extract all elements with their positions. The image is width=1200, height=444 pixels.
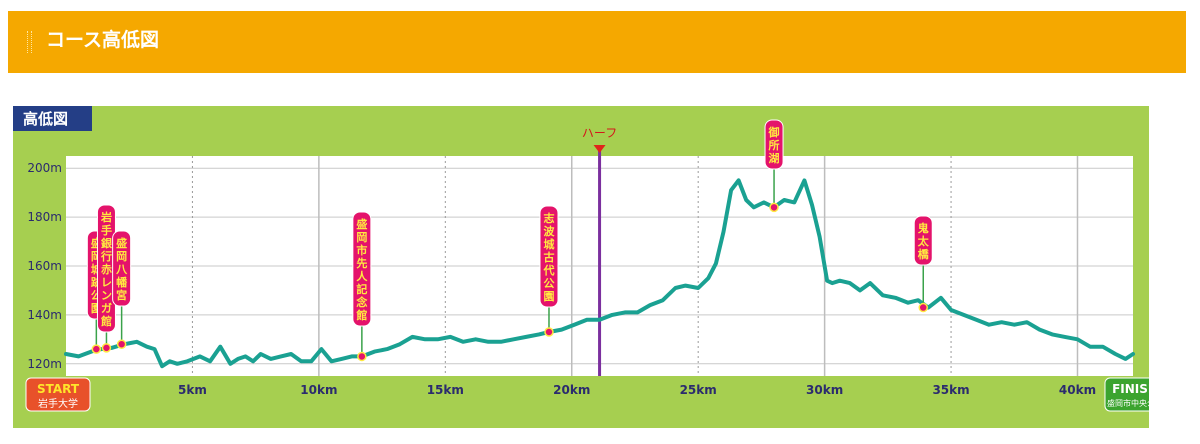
landmark-label-char: 岩 <box>100 210 112 224</box>
landmark-label-char: 太 <box>917 234 930 248</box>
landmark-tag <box>913 215 933 266</box>
half-triangle-icon <box>593 145 606 153</box>
y-tick-label: 160m <box>27 259 62 273</box>
landmark-label-char: 湖 <box>769 151 780 165</box>
landmark-label-char: 念 <box>355 295 368 309</box>
y-tick-label: 200m <box>27 161 62 175</box>
x-tick-label: 10km <box>300 383 337 397</box>
header-accent-bar <box>27 31 32 53</box>
landmark-label-char: 鬼 <box>918 221 929 235</box>
landmark-label-char: 市 <box>356 243 367 257</box>
landmark-label-char: 盛 <box>91 236 102 250</box>
half-marker: ハーフ <box>582 126 617 376</box>
x-tick-label: 30km <box>806 383 843 397</box>
landmark-label-char: 波 <box>543 224 555 238</box>
landmark-layer: 盛岡城跡公園岩手銀行赤レンガ館盛岡八幡宮盛岡市先人記念館志波城古代公園御所湖鬼太… <box>86 119 933 362</box>
landmark-label-char: 盛 <box>116 236 127 250</box>
landmark-point <box>91 344 102 354</box>
landmark-label-char: 人 <box>356 269 368 283</box>
landmark-label-char: 館 <box>355 308 367 322</box>
landmark-label-char: 園 <box>543 290 554 303</box>
landmark-label-char: 園 <box>91 302 102 315</box>
landmark-tag <box>352 211 372 327</box>
landmark-label-char: 手 <box>101 223 112 237</box>
start-badge-bg <box>25 377 91 412</box>
landmark-label-char: 館 <box>100 314 112 328</box>
landmark-label-char: ガ <box>101 301 112 315</box>
landmark-label-char: 所 <box>769 138 780 152</box>
chart-title: 高低図 <box>23 110 68 128</box>
landmark-label-char: 行 <box>100 249 112 263</box>
landmark-label-char: 公 <box>91 289 102 302</box>
landmark-label-char: 城 <box>543 237 554 251</box>
landmark-label-char: 宮 <box>116 288 127 302</box>
x-axis: 5km 10km 15km 20km 25km 30km 35km 40km <box>178 383 1096 397</box>
y-axis: 120m 140m 160m 180m 200m <box>27 161 62 371</box>
landmark-point <box>544 327 554 337</box>
landmark-marker: 御所湖 <box>764 119 784 213</box>
start-sub-label: 岩手大学 <box>38 397 78 410</box>
elevation-line <box>64 178 1135 369</box>
landmark-label-char: 跡 <box>91 275 102 289</box>
start-label: START <box>37 382 80 396</box>
y-tick-label: 180m <box>27 210 62 224</box>
page-header: コース高低図 <box>8 11 1186 73</box>
landmark-label-char: 御 <box>768 125 780 139</box>
landmark-label-char: 八 <box>115 263 128 276</box>
landmark-label-char: 志 <box>543 211 554 225</box>
start-badge: START 岩手大学 <box>25 377 91 412</box>
landmark-label-char: 古 <box>543 250 554 264</box>
elevation-chart-svg: 高低図 120m 140m 160m 180m 200m 5km 10km 15km 20km… <box>13 106 1149 428</box>
landmark-point <box>116 339 127 349</box>
finish-label: FINISH <box>1112 382 1149 396</box>
landmark-label-char: 橋 <box>918 247 930 261</box>
landmark-label-char: 公 <box>543 277 554 290</box>
landmark-point <box>101 343 112 353</box>
x-tick-label: 20km <box>553 383 590 397</box>
half-label: ハーフ <box>582 126 617 140</box>
x-tick-label: 15km <box>427 383 464 397</box>
elevation-chart: 高低図 120m 140m 160m 180m 200m 5km 10km 15km 20km… <box>13 106 1149 428</box>
finish-badge-bg <box>1104 377 1149 412</box>
x-tick-label: 5km <box>178 383 207 397</box>
page-title: コース高低図 <box>46 29 160 51</box>
landmark-label-char: 岡 <box>91 250 102 263</box>
finish-badge: FINISH 盛岡市中央公園 <box>1104 377 1149 412</box>
landmark-label-char: 赤 <box>101 262 112 276</box>
landmark-label-char: 銀 <box>101 236 112 250</box>
finish-sub-label: 盛岡市中央公園 <box>1107 398 1149 408</box>
y-tick-label: 140m <box>27 308 62 322</box>
landmark-label-char: 盛 <box>356 217 367 231</box>
landmark-point <box>769 202 779 213</box>
landmark-label-char: 城 <box>91 262 102 276</box>
landmark-label-char: レ <box>101 276 112 289</box>
landmark-tag <box>112 230 132 307</box>
chart-title-tab <box>13 106 92 131</box>
landmark-label-char: 記 <box>356 282 367 296</box>
x-tick-label: 35km <box>932 383 969 397</box>
x-tick-label: 40km <box>1059 383 1096 397</box>
landmark-label-char: 幡 <box>116 275 128 289</box>
landmark-label-char: 代 <box>542 263 554 277</box>
landmark-tag <box>764 119 784 170</box>
y-tick-label: 120m <box>27 357 62 371</box>
x-tick-label: 25km <box>680 383 717 397</box>
landmark-point <box>918 302 928 313</box>
landmark-label-char: 岡 <box>356 231 367 244</box>
landmark-label-char: 先 <box>356 256 367 270</box>
landmark-label-char: 岡 <box>116 250 127 263</box>
landmark-tag <box>539 205 559 308</box>
landmark-marker: 鬼太橋 <box>913 215 933 313</box>
landmark-label-char: ン <box>101 289 112 302</box>
landmark-point <box>357 351 367 362</box>
